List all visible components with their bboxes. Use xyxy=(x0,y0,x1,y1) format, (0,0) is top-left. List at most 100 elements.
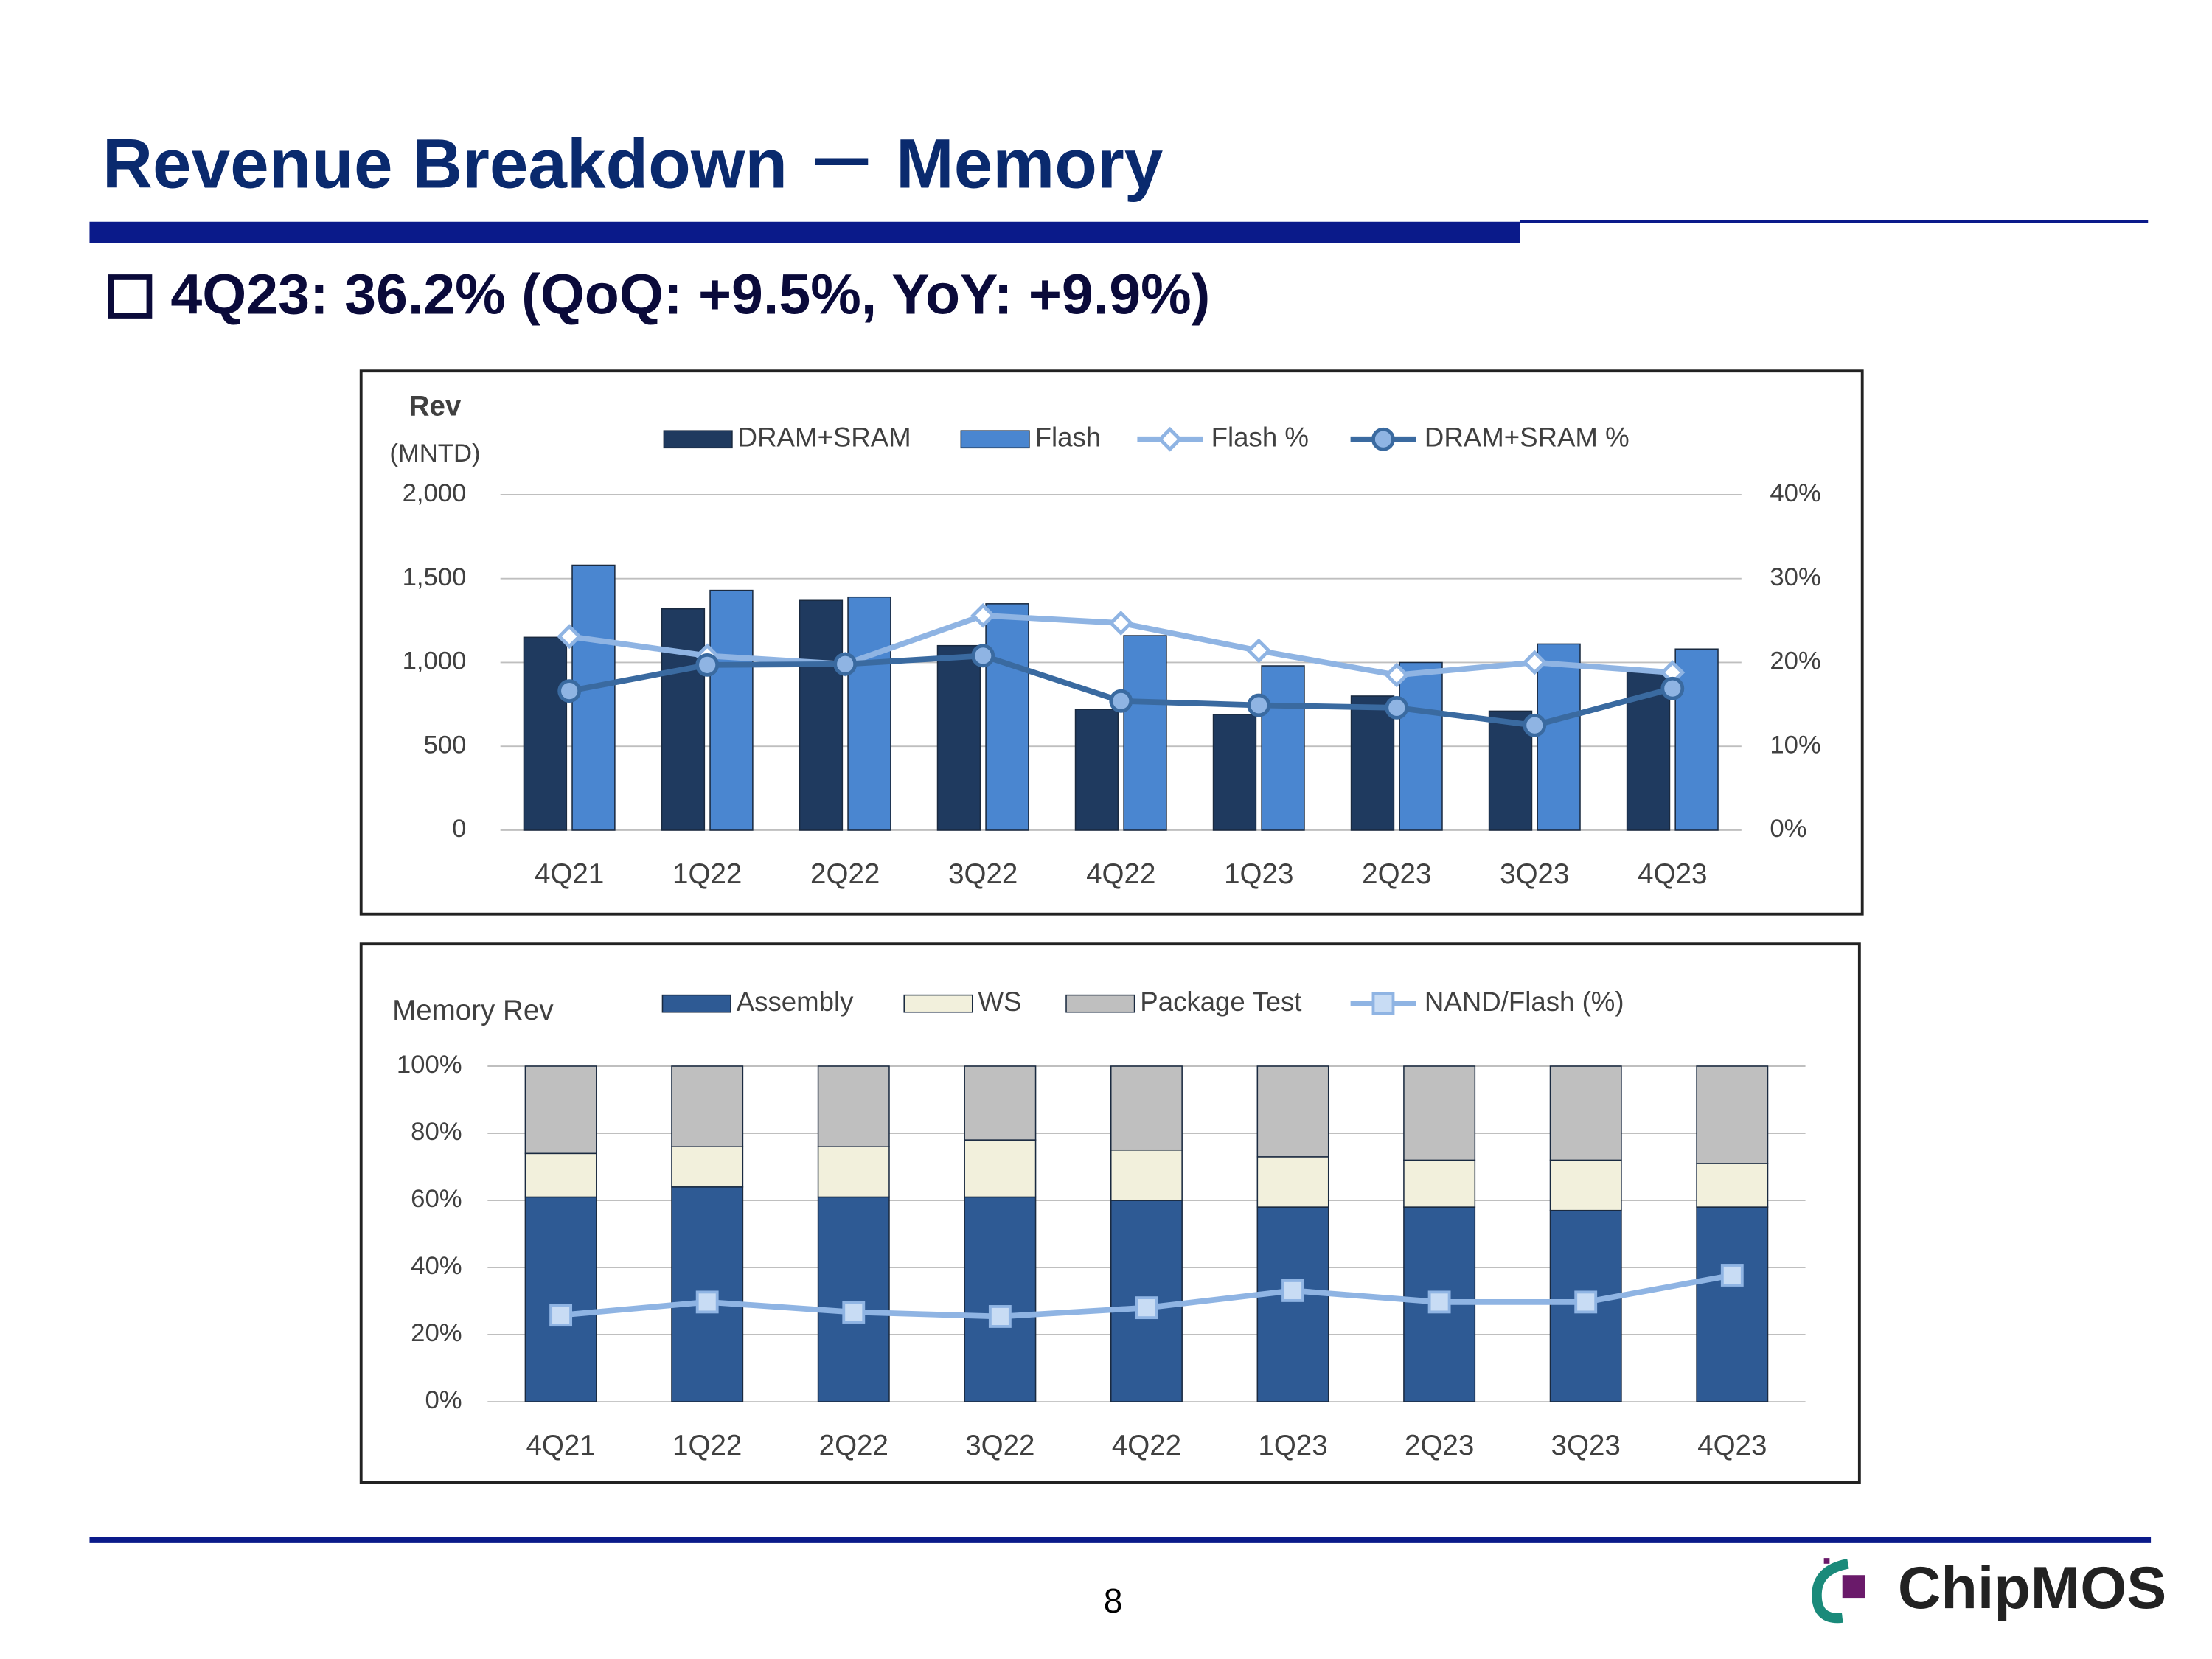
y2-tick-label: 30% xyxy=(1770,563,1820,591)
line-marker xyxy=(1384,662,1410,688)
bar xyxy=(1212,714,1257,831)
legend-swatch xyxy=(903,994,973,1013)
line-marker xyxy=(695,653,720,677)
y-tick-label: 0% xyxy=(425,1386,462,1414)
line-marker xyxy=(1522,650,1548,675)
bar xyxy=(571,564,616,831)
bar xyxy=(1350,695,1395,831)
legend-swatch xyxy=(661,994,731,1013)
line-marker xyxy=(1385,695,1409,720)
bar xyxy=(1537,643,1581,831)
title-bar xyxy=(89,221,1520,243)
y2-tick-label: 10% xyxy=(1770,731,1820,759)
legend-label: Flash % xyxy=(1211,422,1309,452)
bar xyxy=(1696,1206,1769,1402)
x-tick-label: 3Q22 xyxy=(965,1430,1034,1461)
y-tick-label: 1,000 xyxy=(403,647,467,675)
bar xyxy=(964,1196,1037,1402)
bar xyxy=(1549,1065,1622,1161)
y-tick-label: 100% xyxy=(397,1051,462,1079)
bar xyxy=(671,1146,744,1188)
x-tick-label: 4Q23 xyxy=(1697,1430,1767,1461)
line-marker xyxy=(1135,1296,1158,1320)
line-marker xyxy=(557,679,582,703)
logo-icon xyxy=(1812,1558,1865,1624)
legend-label: DRAM+SRAM xyxy=(738,422,911,452)
x-tick-label: 1Q23 xyxy=(1258,1430,1327,1461)
x-tick-label: 3Q23 xyxy=(1500,858,1569,890)
line-marker xyxy=(971,644,995,668)
legend-swatch xyxy=(1065,994,1135,1013)
bar xyxy=(799,599,844,831)
line-marker xyxy=(557,624,582,650)
legend-swatch xyxy=(1371,427,1395,451)
legend-label: DRAM+SRAM % xyxy=(1425,422,1630,452)
y-tick-label: 2,000 xyxy=(403,479,467,507)
line-marker xyxy=(1247,693,1271,717)
x-tick-label: 4Q22 xyxy=(1112,1430,1181,1461)
bar xyxy=(1261,665,1305,831)
legend-swatch xyxy=(960,430,1030,449)
line-marker xyxy=(842,1301,866,1324)
bar xyxy=(847,596,891,831)
bar xyxy=(964,1065,1037,1141)
line-marker xyxy=(1720,1264,1744,1287)
y2-tick-label: 40% xyxy=(1770,479,1820,507)
legend-label: WS xyxy=(978,987,1021,1017)
bar xyxy=(671,1065,744,1147)
bar xyxy=(1403,1065,1476,1161)
line-marker xyxy=(1246,638,1272,664)
line-marker xyxy=(988,1305,1012,1328)
y2-tick-label: 0% xyxy=(1770,815,1806,843)
y-axis-unit: (MNTD) xyxy=(389,439,480,467)
bar xyxy=(1696,1163,1769,1208)
legend-swatch xyxy=(1371,992,1395,1015)
page-number: 8 xyxy=(1104,1582,1123,1620)
line-marker xyxy=(549,1304,573,1327)
bar xyxy=(524,1196,597,1402)
y-tick-label: 60% xyxy=(411,1185,462,1213)
y-axis-title: Memory Rev xyxy=(392,995,554,1026)
x-tick-label: 2Q22 xyxy=(810,858,880,890)
y-tick-label: 20% xyxy=(411,1319,462,1347)
bar xyxy=(523,636,568,831)
legend-label: NAND/Flash (%) xyxy=(1425,987,1624,1017)
bar xyxy=(1074,709,1119,831)
x-tick-label: 4Q22 xyxy=(1086,858,1155,890)
bar xyxy=(817,1196,890,1402)
x-tick-label: 1Q22 xyxy=(672,858,742,890)
x-tick-label: 2Q23 xyxy=(1405,1430,1474,1461)
slide-title: Revenue Breakdown － Memory xyxy=(102,125,1164,203)
bar xyxy=(1256,1206,1329,1402)
line-marker xyxy=(1281,1279,1304,1302)
bar xyxy=(524,1065,597,1155)
x-tick-label: 1Q22 xyxy=(672,1430,742,1461)
y-tick-label: 40% xyxy=(411,1252,462,1280)
legend-label: Flash xyxy=(1035,422,1102,452)
x-tick-label: 1Q23 xyxy=(1224,858,1293,890)
bar xyxy=(1110,1149,1183,1201)
bullet xyxy=(108,274,153,319)
bar xyxy=(1403,1159,1476,1208)
y-tick-label: 500 xyxy=(424,731,467,759)
subtitle: 4Q23: 36.2% (QoQ: +9.5%, YoY: +9.9%) xyxy=(170,262,1210,326)
legend-swatch xyxy=(1157,426,1183,452)
bar xyxy=(817,1065,890,1147)
bar xyxy=(1696,1065,1769,1164)
bar xyxy=(936,644,981,831)
bar xyxy=(817,1146,890,1198)
line-marker xyxy=(1574,1290,1598,1314)
bar xyxy=(1110,1065,1183,1151)
y-tick-label: 1,500 xyxy=(403,563,467,591)
bar xyxy=(1674,648,1719,831)
x-tick-label: 4Q21 xyxy=(535,858,604,890)
x-tick-label: 2Q23 xyxy=(1362,858,1431,890)
line-marker xyxy=(1109,689,1133,713)
x-tick-label: 3Q22 xyxy=(948,858,1018,890)
y-axis-title: Rev xyxy=(409,391,462,422)
bar xyxy=(1123,635,1167,831)
x-tick-label: 2Q22 xyxy=(819,1430,888,1461)
bar xyxy=(1256,1065,1329,1158)
bar xyxy=(985,603,1029,831)
